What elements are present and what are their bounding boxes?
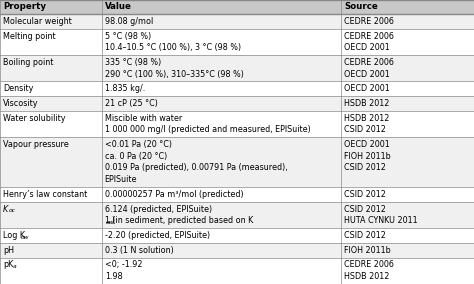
Bar <box>0 243 474 258</box>
Text: Property: Property <box>3 3 46 11</box>
Text: Melting point: Melting point <box>3 32 55 41</box>
Text: Miscible with water: Miscible with water <box>105 114 182 123</box>
Text: CSID 2012: CSID 2012 <box>344 190 386 199</box>
Text: Boiling point: Boiling point <box>3 58 53 67</box>
Text: -2.20 (predicted, EPISuite): -2.20 (predicted, EPISuite) <box>105 231 210 240</box>
Bar <box>0 82 474 96</box>
Text: ow: ow <box>20 235 29 240</box>
Bar <box>0 228 474 243</box>
Text: 0.3 (1 N solution): 0.3 (1 N solution) <box>105 246 173 255</box>
Bar <box>0 55 474 82</box>
Bar <box>0 137 474 187</box>
Text: ): ) <box>111 216 114 225</box>
Text: CSID 2012: CSID 2012 <box>344 231 386 240</box>
Text: FIOH 2011b: FIOH 2011b <box>344 246 391 255</box>
Bar <box>0 258 474 284</box>
Text: 98.08 g/mol: 98.08 g/mol <box>105 17 153 26</box>
Text: OECD 2001: OECD 2001 <box>344 84 390 93</box>
Text: CEDRE 2006: CEDRE 2006 <box>344 260 394 270</box>
Text: HSDB 2012: HSDB 2012 <box>344 114 390 123</box>
Text: 1 000 000 mg/l (predicted and measured, EPISuite): 1 000 000 mg/l (predicted and measured, … <box>105 126 310 134</box>
Text: ow: ow <box>105 220 114 225</box>
Text: 1.98: 1.98 <box>105 272 122 281</box>
Text: 335 °C (98 %): 335 °C (98 %) <box>105 58 161 67</box>
Bar <box>0 202 474 228</box>
Text: OECD 2001: OECD 2001 <box>344 70 390 79</box>
Text: OECD 2001: OECD 2001 <box>344 43 390 52</box>
Text: 0.019 Pa (predicted), 0.00791 Pa (measured),: 0.019 Pa (predicted), 0.00791 Pa (measur… <box>105 164 287 172</box>
Text: CEDRE 2006: CEDRE 2006 <box>344 58 394 67</box>
Text: 6.124 (predicted, EPISuite): 6.124 (predicted, EPISuite) <box>105 204 212 214</box>
Text: Viscosity: Viscosity <box>3 99 38 108</box>
Text: Value: Value <box>105 3 132 11</box>
Text: CSID 2012: CSID 2012 <box>344 204 386 214</box>
Text: 290 °C (100 %), 310–335°C (98 %): 290 °C (100 %), 310–335°C (98 %) <box>105 70 244 79</box>
Text: <0.01 Pa (20 °C): <0.01 Pa (20 °C) <box>105 140 172 149</box>
Text: 0.00000257 Pa m³/mol (predicted): 0.00000257 Pa m³/mol (predicted) <box>105 190 243 199</box>
Text: Molecular weight: Molecular weight <box>3 17 72 26</box>
Text: a: a <box>12 264 16 269</box>
Text: FIOH 2011b: FIOH 2011b <box>344 152 391 161</box>
Text: <0; -1.92: <0; -1.92 <box>105 260 142 270</box>
Text: Henry’s law constant: Henry’s law constant <box>3 190 87 199</box>
Text: Log K: Log K <box>3 231 25 240</box>
Text: Water solubility: Water solubility <box>3 114 65 123</box>
Text: K: K <box>3 204 8 214</box>
Text: 5 °C (98 %): 5 °C (98 %) <box>105 32 151 41</box>
Text: CEDRE 2006: CEDRE 2006 <box>344 17 394 26</box>
Text: OECD 2001: OECD 2001 <box>344 140 390 149</box>
Text: oc: oc <box>8 208 15 213</box>
Text: Vapour pressure: Vapour pressure <box>3 140 69 149</box>
Bar <box>0 0 474 14</box>
Text: Density: Density <box>3 84 33 93</box>
Text: ca. 0 Pa (20 °C): ca. 0 Pa (20 °C) <box>105 152 167 161</box>
Text: CSID 2012: CSID 2012 <box>344 126 386 134</box>
Bar <box>0 14 474 29</box>
Text: HSDB 2012: HSDB 2012 <box>344 272 390 281</box>
Bar <box>0 29 474 55</box>
Bar <box>0 111 474 137</box>
Text: EPISuite: EPISuite <box>105 175 137 184</box>
Text: CSID 2012: CSID 2012 <box>344 164 386 172</box>
Text: 1.835 kg/.: 1.835 kg/. <box>105 84 145 93</box>
Bar <box>0 96 474 111</box>
Bar <box>0 187 474 202</box>
Text: 21 cP (25 °C): 21 cP (25 °C) <box>105 99 157 108</box>
Text: HUTA CYNKU 2011: HUTA CYNKU 2011 <box>344 216 418 225</box>
Text: Source: Source <box>344 3 378 11</box>
Text: pK: pK <box>3 260 13 270</box>
Text: HSDB 2012: HSDB 2012 <box>344 99 390 108</box>
Text: 10.4–10.5 °C (100 %), 3 °C (98 %): 10.4–10.5 °C (100 %), 3 °C (98 %) <box>105 43 241 52</box>
Text: CEDRE 2006: CEDRE 2006 <box>344 32 394 41</box>
Text: 1 (in sediment, predicted based on K: 1 (in sediment, predicted based on K <box>105 216 253 225</box>
Text: pH: pH <box>3 246 14 255</box>
